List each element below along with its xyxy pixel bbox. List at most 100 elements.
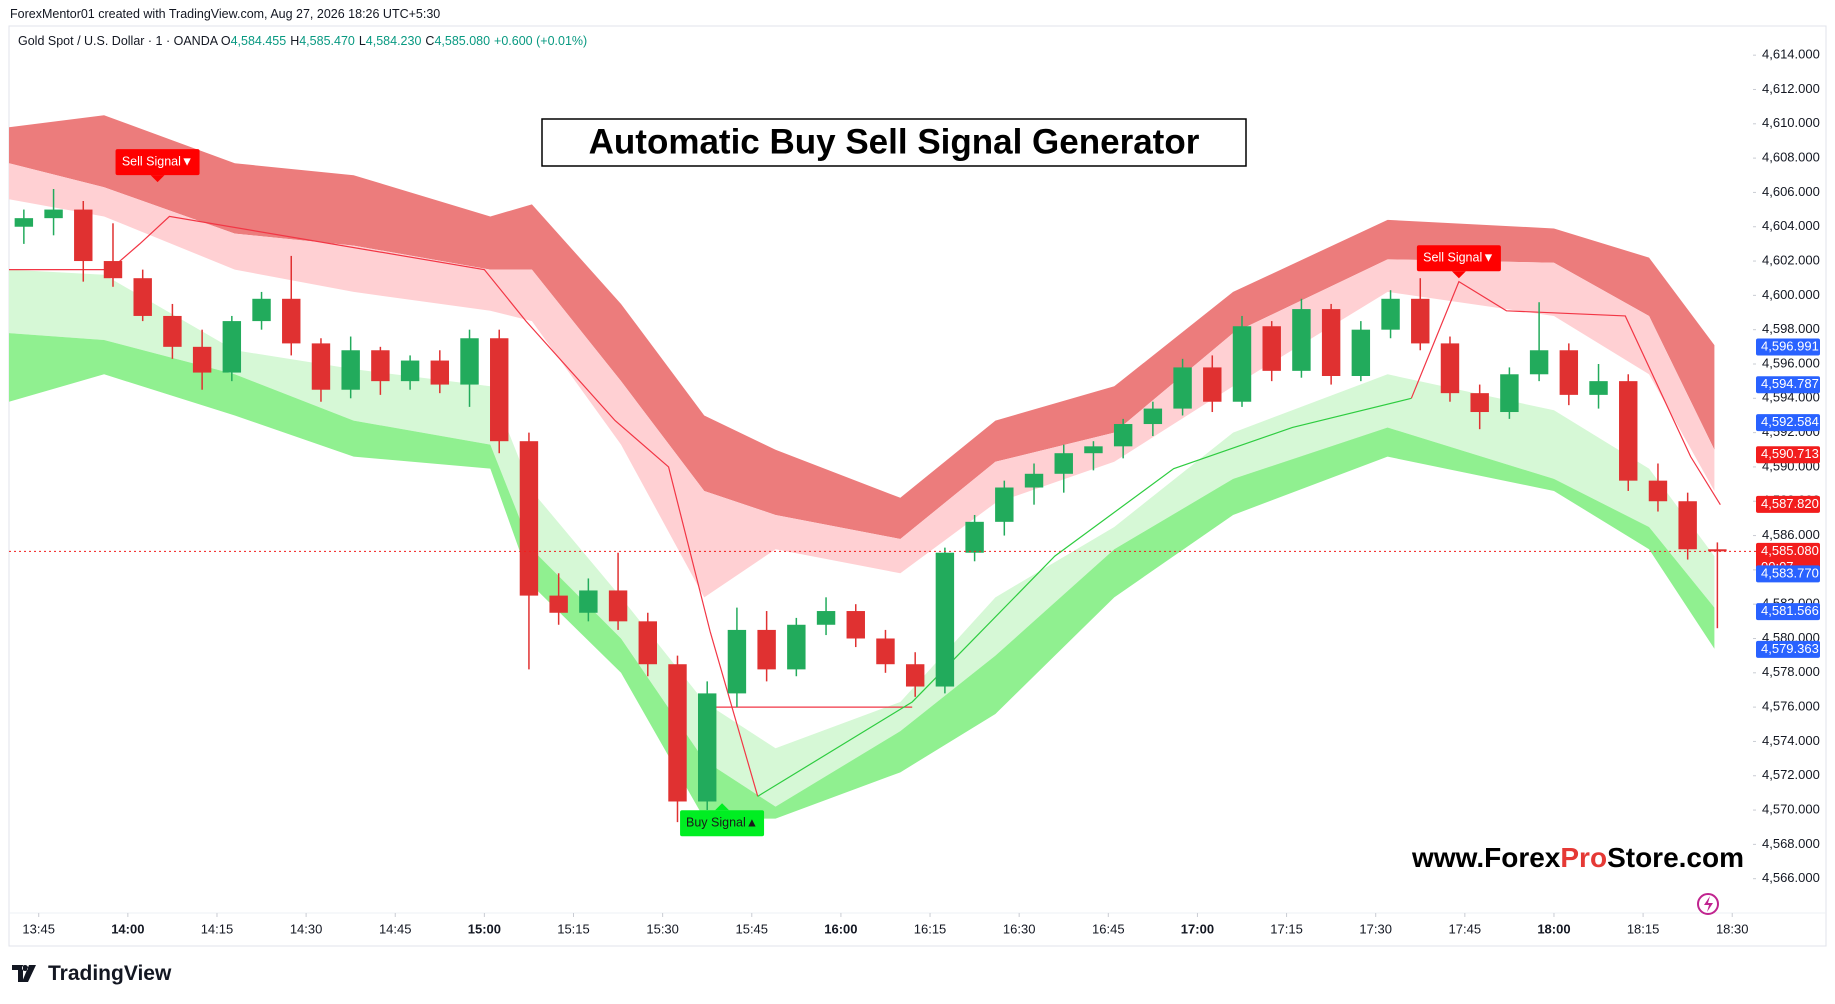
x-tick-label: 16:15 [914,921,947,936]
axes: 4,614.000 4,612.000 4,610.000 4,608.000 4,60… [22,47,1819,937]
watermark-part: Pro [1560,842,1607,873]
price-label: 4,590.713 [1761,446,1819,461]
candle-body [282,298,301,344]
replay-bolt [1704,896,1713,912]
band [9,163,1715,598]
ohlc: O4,584.455 H4,585.470 L4,584.230 C4,585.080 [221,34,494,48]
x-tick-label: 13:45 [22,921,55,936]
trail-line [1410,280,1721,505]
price-label-box [1756,603,1820,621]
y-tick-label: 4,598.000 [1762,321,1820,336]
candle-body [74,209,93,262]
trail-lines [9,215,1721,797]
candle-body [163,315,182,347]
band [9,115,1715,539]
x-tick-label: 14:00 [111,921,144,936]
x-tick-label: 18:30 [1716,921,1749,936]
symbol: Gold Spot / U.S. Dollar · 1 · OANDA [18,34,218,48]
candle-body [1559,350,1579,395]
brand-text: TradingView [48,962,172,985]
candle-body [1470,393,1489,413]
x-tick-label: 15:45 [735,921,768,936]
x-tick-label: 16:00 [824,921,857,936]
candle-body [133,278,152,316]
trail-line [757,397,1412,797]
price-label: 4,596.991 [1761,338,1819,353]
candle-body [1321,309,1341,376]
price-label-box [1756,376,1820,394]
candle-body [697,693,717,802]
watermark-part: www.Forex [1411,842,1561,873]
x-tick-label: 18:00 [1537,921,1570,936]
y-tick-label: 4,608.000 [1762,150,1820,165]
candle-body [519,441,539,596]
candle-body [341,350,360,390]
signal-box [115,149,200,176]
overlay: Automatic Buy Sell Signal Generator www.… [9,118,1820,915]
replay-icon[interactable] [1697,893,1719,915]
candle-body [727,629,747,694]
ohlc-key: H [290,34,300,48]
y-tick-label: 4,576.000 [1762,699,1820,714]
price-label: 4,581.566 [1761,603,1819,618]
x-tick-label: 16:45 [1092,921,1125,936]
x-tick-label: 14:15 [201,921,234,936]
candle-body [252,298,271,322]
candles [14,188,1727,823]
candle-body [905,664,925,687]
watermark: www.ForexProStore.com [1411,842,1744,873]
candle-body [1708,549,1727,552]
candle-body [1232,326,1252,402]
candle-body [222,321,242,373]
candle-body [1143,408,1163,425]
band [9,333,1715,819]
price-label: 4,585.080 [1761,543,1819,558]
trail-line [9,215,759,797]
candle-body [311,343,331,390]
y-tick-label: 4,570.000 [1762,801,1820,816]
ohlc-key: O [220,34,231,48]
x-tick-label: 17:30 [1359,921,1392,936]
candle-body [549,595,568,613]
x-tick-label: 17:15 [1270,921,1303,936]
signal-box [680,810,765,837]
candle-body [638,621,657,665]
candle-body [1113,424,1133,447]
price-label-box [1756,640,1820,658]
y-tick-label: 4,568.000 [1762,836,1820,851]
candle-body [14,218,34,227]
ohlc-value: 4,585.470 [299,34,355,48]
y-tick-label: 4,566.000 [1762,870,1820,885]
candle-body [757,629,776,670]
signal-pointer [715,803,730,811]
x-tick-label: 15:00 [468,921,501,936]
candle-body [103,261,123,279]
candle-body [1529,350,1549,375]
price-label-box [1756,446,1820,464]
x-tick-label: 15:15 [557,921,590,936]
x-tick-label: 14:45 [379,921,412,936]
candle-body [1589,381,1608,395]
candle-body [965,521,984,553]
brand: TradingView [12,962,171,986]
x-tick-label: 18:15 [1627,921,1660,936]
watermark-part: Store.com [1607,842,1744,873]
brand-logo [12,965,36,982]
candle-body [430,360,450,385]
candle-body [460,338,479,385]
candle-body [608,590,628,622]
signal-label: Buy Signal▲ [686,815,758,829]
candle-body [668,664,687,802]
x-tick-label: 15:30 [646,921,679,936]
y-tick-label: 4,578.000 [1762,664,1820,679]
candle-body [1678,501,1697,550]
candle-body [876,638,895,665]
candle-body [1440,343,1460,394]
candle-body [935,552,955,687]
candle-body [1084,446,1103,454]
x-tick-label: 17:00 [1181,921,1214,936]
signal-label: Sell Signal▼ [1423,250,1494,264]
candle-body [579,590,598,613]
band [9,269,1715,807]
ohlc-key: C [425,34,435,48]
